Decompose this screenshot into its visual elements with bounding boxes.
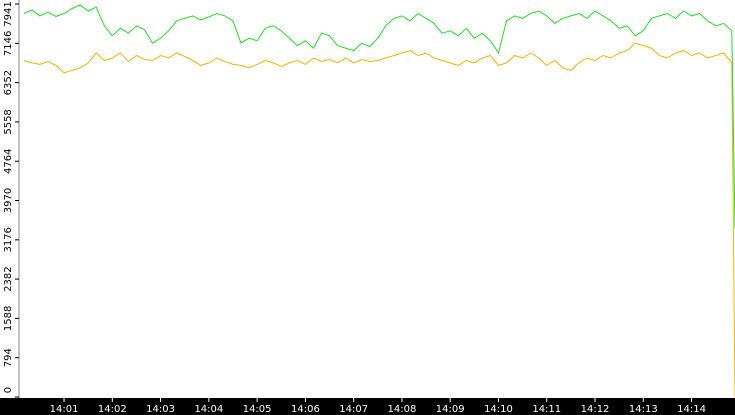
x-tick-label: 14:14	[677, 404, 706, 415]
y-tick-label: 3970	[3, 188, 14, 213]
y-tick-label: 1588	[3, 306, 14, 331]
x-tick-label: 14:05	[243, 404, 272, 415]
x-tick-label: 14:09	[436, 404, 465, 415]
y-tick-label: 7941	[3, 1, 14, 26]
x-tick-label: 14:02	[98, 404, 127, 415]
y-tick-label: 2382	[3, 266, 14, 291]
x-tick-label: 14:13	[629, 404, 658, 415]
series-line	[23, 42, 735, 398]
x-axis-band	[0, 398, 735, 415]
y-tick-label: 0	[3, 387, 14, 393]
series-line	[23, 4, 735, 229]
y-tick-label: 794	[3, 348, 14, 367]
x-tick-label: 14:12	[581, 404, 610, 415]
x-tick-label: 14:04	[194, 404, 223, 415]
x-tick-label: 14:03	[146, 404, 175, 415]
y-tick-label: 4764	[3, 149, 14, 174]
y-tick-label: 6352	[3, 70, 14, 95]
x-tick-label: 14:06	[291, 404, 320, 415]
y-tick-label: 7146	[3, 31, 14, 56]
x-tick-label: 14:07	[339, 404, 368, 415]
y-tick-label: 3176	[3, 227, 14, 252]
x-tick-label: 14:11	[532, 404, 561, 415]
x-tick-label: 14:10	[484, 404, 513, 415]
y-tick-label: 5558	[3, 109, 14, 134]
x-tick-label: 14:08	[388, 404, 417, 415]
x-tick-label: 14:01	[50, 404, 79, 415]
